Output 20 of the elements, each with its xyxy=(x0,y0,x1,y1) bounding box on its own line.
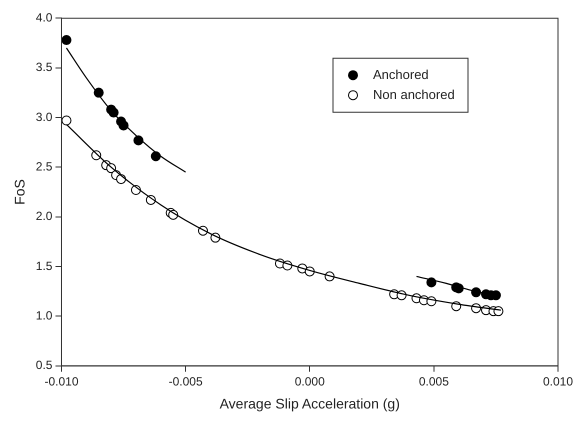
y-tick-label: 2.0 xyxy=(36,209,53,224)
y-tick-label: 1.0 xyxy=(36,308,53,322)
x-axis-title: Average Slip Acceleration (g) xyxy=(220,395,400,412)
x-tick-label: 0.000 xyxy=(294,374,326,388)
y-tick-label: 0.5 xyxy=(36,358,53,372)
x-tick-label: -0.005 xyxy=(168,374,203,388)
y-tick-label: 2.5 xyxy=(36,159,53,174)
y-tick-label: 3.0 xyxy=(36,110,53,124)
x-tick-label: 0.005 xyxy=(418,374,450,388)
y-axis-title: FoS xyxy=(11,179,28,205)
y-tick-label: 4.0 xyxy=(36,10,53,25)
line-series xyxy=(66,47,186,173)
y-tick-label: 3.5 xyxy=(36,60,53,74)
point xyxy=(61,115,72,126)
x-tick-label: -0.010 xyxy=(44,374,79,388)
legend-label: Anchored xyxy=(373,66,429,82)
point xyxy=(61,35,72,46)
x-tick-label: 0.010 xyxy=(542,374,574,388)
legend-label: Non anchored xyxy=(373,86,455,102)
y-tick-label: 1.5 xyxy=(36,258,53,273)
